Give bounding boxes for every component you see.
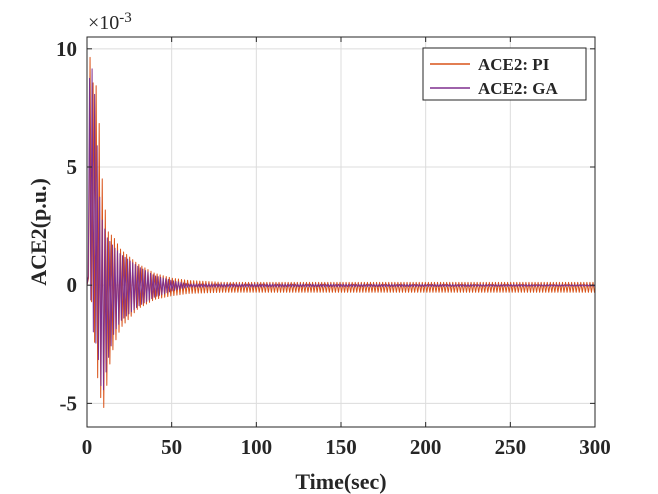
x-tick-label: 100 xyxy=(241,435,273,459)
y-tick-label: -5 xyxy=(60,391,78,415)
legend: ACE2: PI ACE2: GA xyxy=(422,47,587,101)
x-tick-label: 0 xyxy=(82,435,93,459)
legend-label-ga: ACE2: GA xyxy=(478,79,559,98)
y-tick-label: 5 xyxy=(67,155,78,179)
legend-box xyxy=(422,47,587,101)
y-tick-label: 10 xyxy=(56,37,77,61)
y-tick-label: 0 xyxy=(67,273,78,297)
x-axis-label: Time(sec) xyxy=(295,469,386,494)
x-tick-label: 200 xyxy=(410,435,442,459)
x-tick-label: 250 xyxy=(495,435,527,459)
series-group xyxy=(87,56,595,409)
series-line-ga xyxy=(87,68,595,391)
series-line-pi xyxy=(87,56,595,409)
y-exponent-label: ×10-3 xyxy=(88,10,132,34)
x-tick-label: 50 xyxy=(161,435,182,459)
x-tick-label: 150 xyxy=(325,435,357,459)
x-tick-label: 300 xyxy=(579,435,611,459)
y-axis-label: ACE2(p.u.) xyxy=(26,178,51,286)
legend-label-pi: ACE2: PI xyxy=(478,55,550,74)
y-exponent-power: -3 xyxy=(119,10,132,26)
